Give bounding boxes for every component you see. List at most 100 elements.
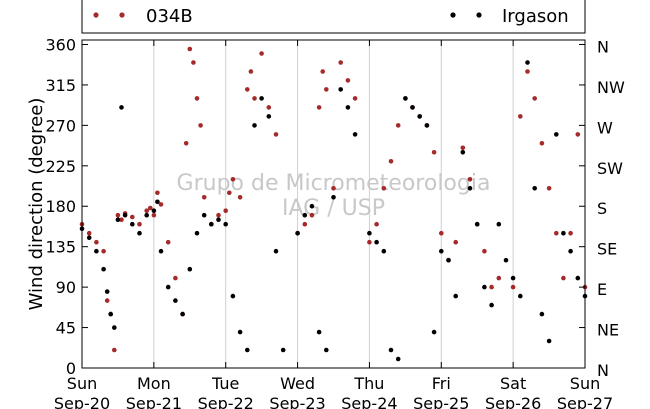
data-point-034b bbox=[309, 212, 315, 218]
data-point-irgason bbox=[144, 212, 149, 218]
data-point-034b bbox=[201, 195, 207, 200]
data-point-034b bbox=[191, 60, 196, 65]
data-point-034b bbox=[532, 96, 537, 101]
data-point-irgason bbox=[237, 329, 243, 335]
x-tick-day: Thu bbox=[353, 374, 384, 393]
x-tick-date: Sep-24 bbox=[341, 394, 397, 409]
y-tick-label: 135 bbox=[45, 238, 76, 257]
data-point-034b bbox=[352, 96, 358, 101]
x-tick-day: Mon bbox=[137, 374, 171, 393]
data-point-034b bbox=[86, 230, 92, 236]
data-point-irgason bbox=[259, 96, 264, 101]
data-point-034b bbox=[94, 239, 99, 245]
plot-frame bbox=[81, 39, 586, 369]
data-point-034b bbox=[338, 60, 344, 65]
y-tick-label: 90 bbox=[56, 278, 76, 297]
data-point-irgason bbox=[302, 212, 308, 218]
data-point-034b bbox=[453, 239, 459, 245]
data-point-irgason bbox=[316, 329, 322, 335]
data-point-034b bbox=[460, 145, 466, 151]
data-point-irgason bbox=[112, 325, 117, 330]
y-tick-label: 180 bbox=[45, 197, 76, 216]
data-point-irgason bbox=[568, 248, 573, 254]
data-point-034b bbox=[155, 190, 160, 196]
data-point-irgason bbox=[381, 248, 387, 254]
data-point-034b bbox=[575, 132, 581, 137]
data-point-irgason bbox=[245, 347, 250, 353]
data-point-irgason bbox=[331, 195, 336, 200]
data-point-irgason bbox=[230, 293, 236, 299]
right-axis-label: SE bbox=[597, 240, 617, 259]
right-axis-label: SW bbox=[597, 159, 623, 178]
y-tick-label: 0 bbox=[66, 359, 76, 378]
right-axis-label: N bbox=[597, 37, 609, 56]
data-point-irgason bbox=[439, 248, 444, 254]
data-point-034b bbox=[324, 87, 329, 92]
data-point-irgason bbox=[503, 257, 509, 263]
data-point-irgason bbox=[561, 230, 566, 236]
data-point-irgason bbox=[575, 275, 581, 281]
data-point-034b bbox=[316, 105, 322, 110]
legend-label: Irgason bbox=[502, 6, 569, 27]
data-point-034b bbox=[148, 205, 153, 211]
data-point-irgason bbox=[108, 311, 113, 317]
x-tick-day: Fri bbox=[432, 374, 451, 393]
data-point-034b bbox=[173, 275, 178, 281]
data-point-034b bbox=[345, 78, 351, 83]
data-point-irgason bbox=[280, 347, 286, 353]
data-point-irgason bbox=[532, 186, 537, 191]
data-point-irgason bbox=[223, 221, 228, 227]
data-point-irgason bbox=[94, 248, 99, 254]
data-point-irgason bbox=[467, 186, 473, 191]
data-point-034b bbox=[374, 221, 379, 227]
data-point-irgason bbox=[539, 311, 545, 317]
data-point-034b bbox=[165, 239, 171, 245]
data-point-irgason bbox=[295, 230, 300, 236]
data-point-irgason bbox=[453, 293, 459, 299]
data-point-034b bbox=[525, 69, 530, 74]
watermark-line: IAG / USP bbox=[282, 196, 385, 221]
x-tick-day: Sun bbox=[67, 374, 97, 393]
data-point-irgason bbox=[86, 235, 92, 240]
data-point-034b bbox=[104, 298, 110, 303]
data-point-034b bbox=[216, 212, 221, 218]
data-point-034b bbox=[554, 230, 559, 236]
data-point-irgason bbox=[252, 123, 257, 128]
data-point-034b bbox=[561, 275, 566, 281]
x-tick-date: Sep-27 bbox=[557, 394, 613, 409]
legend-marker bbox=[93, 12, 99, 18]
data-point-irgason bbox=[201, 212, 207, 218]
data-point-034b bbox=[119, 217, 124, 222]
data-point-034b bbox=[237, 195, 243, 200]
data-point-irgason bbox=[309, 203, 315, 209]
data-point-034b bbox=[496, 275, 502, 281]
data-point-irgason bbox=[155, 199, 160, 205]
data-point-034b bbox=[266, 105, 272, 110]
x-tick-day: Tue bbox=[211, 374, 239, 393]
data-point-irgason bbox=[216, 217, 221, 222]
plot-area bbox=[82, 40, 585, 368]
legend-marker bbox=[476, 12, 482, 18]
data-point-irgason bbox=[352, 132, 358, 137]
data-point-irgason bbox=[173, 298, 178, 303]
data-point-irgason bbox=[367, 230, 372, 236]
data-point-irgason bbox=[130, 221, 135, 227]
data-point-034b bbox=[183, 141, 189, 146]
right-axis-label: N bbox=[597, 361, 609, 380]
right-axis-label: NW bbox=[597, 78, 625, 97]
legend-marker bbox=[450, 12, 456, 18]
data-point-034b bbox=[137, 221, 142, 227]
data-point-034b bbox=[198, 123, 203, 128]
y-axis-label: Wind direction (degree) bbox=[26, 98, 47, 311]
data-point-034b bbox=[539, 141, 545, 146]
data-point-034b bbox=[151, 212, 157, 218]
data-point-irgason bbox=[115, 217, 121, 222]
data-point-034b bbox=[252, 96, 257, 101]
data-point-034b bbox=[130, 214, 135, 220]
watermark-line: Grupo de Micrometeorologia bbox=[177, 171, 491, 196]
data-point-034b bbox=[194, 96, 200, 101]
data-point-irgason bbox=[273, 248, 279, 254]
data-point-irgason bbox=[165, 284, 171, 290]
data-point-034b bbox=[431, 150, 437, 155]
data-point-irgason bbox=[525, 60, 530, 65]
